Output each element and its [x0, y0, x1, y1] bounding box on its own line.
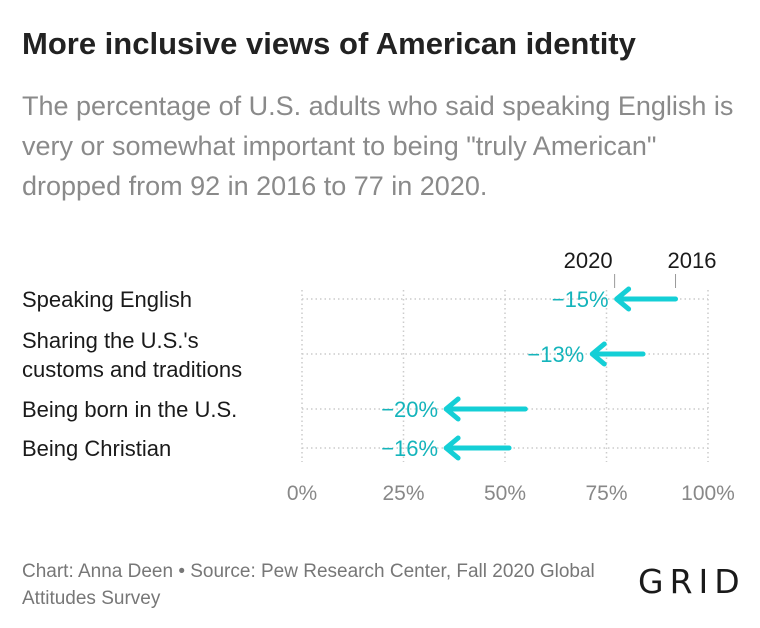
change-arrow-head	[443, 435, 461, 461]
change-label: −13%	[527, 342, 584, 367]
category-label: Speaking English	[22, 287, 192, 312]
change-arrow-head	[589, 341, 607, 367]
chart-source: Chart: Anna Deen • Source: Pew Research …	[22, 561, 595, 609]
change-label: −15%	[552, 287, 609, 312]
x-tick-label: 75%	[585, 482, 627, 505]
category-label: Sharing the U.S.'s customs and traditions	[22, 328, 242, 382]
x-tick-label: 25%	[382, 482, 424, 505]
x-tick-label: 0%	[287, 482, 317, 505]
change-arrow-head	[443, 396, 461, 422]
arrow-chart: 0% 25% 50% 75% 100% Speaking English −15% Shari…	[22, 248, 735, 505]
x-tick-label: 50%	[484, 482, 526, 505]
category-label: Being born in the U.S.	[22, 397, 237, 422]
change-label: −20%	[381, 397, 438, 422]
x-tick-label: 100%	[681, 482, 735, 505]
grid-logo: GRID	[638, 562, 746, 601]
change-label: −16%	[381, 436, 438, 461]
category-label: Being Christian	[22, 436, 171, 461]
chart-title: More inclusive views of American identit…	[22, 26, 636, 61]
legend-label-2020: 2020	[564, 248, 613, 273]
chart-subtitle: The percentage of U.S. adults who said s…	[22, 91, 734, 201]
legend-label-2016: 2016	[668, 248, 717, 273]
change-arrow-head	[614, 286, 632, 312]
